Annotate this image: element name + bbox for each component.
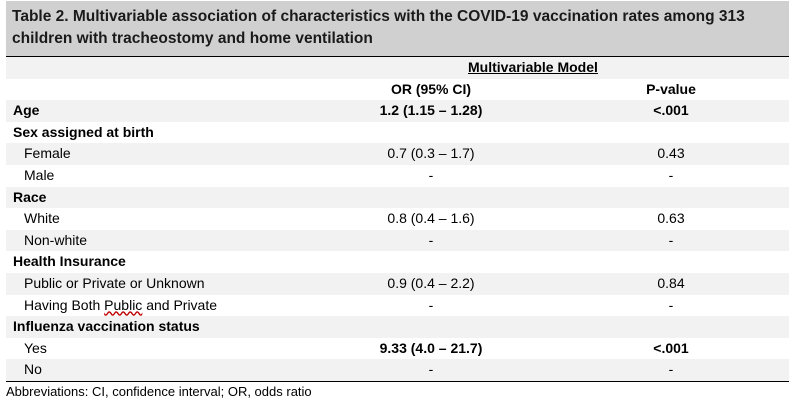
row-label: Yes	[24, 339, 47, 356]
row-p: -	[668, 296, 674, 313]
table-row: Yes 9.33 (4.0 – 21.7) <.001	[6, 338, 789, 360]
row-or: -	[428, 166, 434, 183]
table-row: Non-white - -	[6, 229, 789, 252]
table-title-line1: Table 2. Multivariable association of ch…	[12, 8, 745, 25]
row-or: -	[428, 231, 434, 248]
table-row: Age 1.2 (1.15 – 1.28) <.001	[6, 100, 789, 122]
row-label: Influenza vaccination status	[13, 318, 200, 335]
row-or: 0.8 (0.4 – 1.6)	[387, 210, 475, 227]
table-row: Sex assigned at birth	[6, 122, 789, 144]
row-label-part: and Private	[142, 296, 218, 313]
row-label-part: Having Both	[24, 296, 105, 313]
spellcheck-word: Public	[104, 296, 143, 313]
row-label: No	[24, 361, 42, 378]
p-column-header: P-value	[646, 80, 696, 97]
header-row-model: Multivariable Model	[6, 57, 789, 79]
top-rule	[6, 56, 789, 57]
row-label: Age	[13, 102, 40, 119]
row-label: Sex assigned at birth	[13, 123, 154, 140]
or-column-header: OR (95% CI)	[390, 80, 472, 97]
row-p: 0.63	[657, 210, 685, 227]
row-p: -	[668, 361, 674, 378]
footnote: Abbreviations: CI, confidence interval; …	[6, 384, 312, 399]
row-p: <.001	[653, 339, 689, 356]
row-p: 0.43	[657, 145, 685, 162]
table-row: No - -	[6, 359, 789, 381]
row-label: White	[24, 210, 60, 227]
table-row: White 0.8 (0.4 – 1.6) 0.63	[6, 208, 789, 230]
row-p: <.001	[653, 102, 689, 119]
row-p: 0.84	[657, 274, 685, 291]
table-row: Male - -	[6, 165, 789, 187]
row-label: Male	[24, 166, 55, 183]
row-label: Non-white	[24, 231, 88, 248]
row-or: 0.9 (0.4 – 2.2)	[387, 274, 475, 291]
header-row-columns: OR (95% CI) P-value	[6, 79, 789, 101]
table-row: Influenza vaccination status	[6, 316, 789, 338]
model-header: Multivariable Model	[468, 59, 598, 75]
row-or: 1.2 (1.15 – 1.28)	[379, 102, 483, 119]
table-row: Public or Private or Unknown 0.9 (0.4 – …	[6, 272, 789, 295]
bottom-rule	[6, 381, 789, 382]
table-row: Health Insurance	[6, 251, 789, 273]
table-title-line2: children with tracheostomy and home vent…	[12, 30, 373, 47]
table-title: Table 2. Multivariable association of ch…	[6, 1, 789, 56]
row-label: Health Insurance	[13, 253, 126, 270]
table-row: Female 0.7 (0.3 – 1.7) 0.43	[6, 143, 789, 165]
row-label: Having Both Public and Private	[24, 295, 217, 317]
row-label: Female	[24, 145, 71, 162]
row-or: -	[428, 361, 434, 378]
row-label: Race	[13, 188, 47, 205]
table-row: Race	[6, 186, 789, 209]
results-table: Multivariable Model OR (95% CI) P-value …	[6, 57, 789, 381]
row-or: -	[428, 296, 434, 313]
table-row: Having Both Public and Private - -	[6, 295, 789, 317]
row-p: -	[668, 231, 674, 248]
row-label: Public or Private or Unknown	[24, 274, 205, 291]
row-p: -	[668, 166, 674, 183]
row-or: 9.33 (4.0 – 21.7)	[379, 339, 483, 356]
row-or: 0.7 (0.3 – 1.7)	[387, 145, 475, 162]
